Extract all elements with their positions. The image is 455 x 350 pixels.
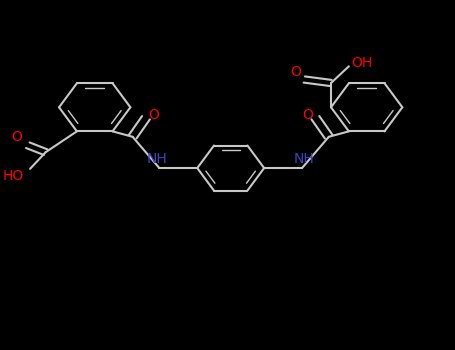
Text: NH: NH [294, 152, 315, 166]
Text: O: O [149, 108, 159, 122]
Text: HO: HO [3, 169, 24, 183]
Text: O: O [11, 130, 22, 144]
Text: OH: OH [352, 56, 373, 70]
Text: NH: NH [147, 152, 167, 166]
Text: O: O [290, 65, 301, 79]
Text: O: O [302, 108, 313, 122]
